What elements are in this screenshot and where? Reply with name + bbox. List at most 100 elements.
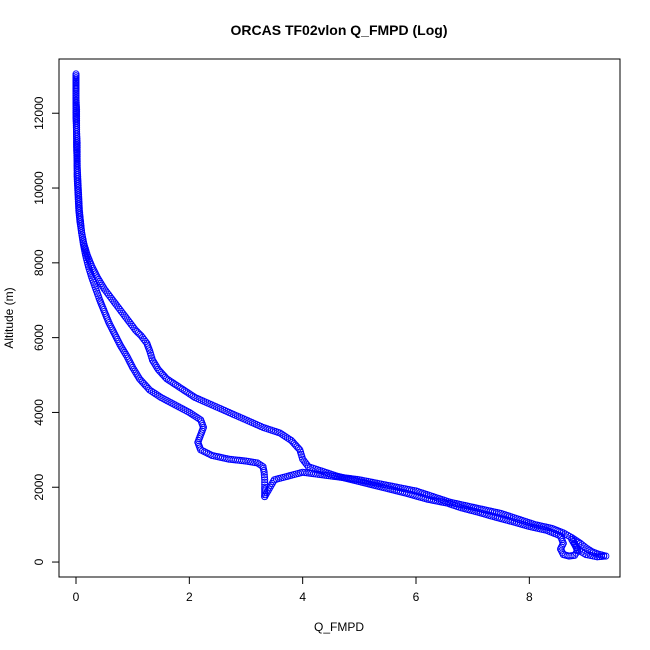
data-point	[122, 350, 130, 359]
data-point	[76, 215, 84, 223]
data-point	[155, 392, 163, 400]
data-point	[185, 408, 193, 416]
data-point	[120, 347, 128, 355]
data-point	[131, 367, 139, 375]
data-point	[72, 83, 80, 91]
data-point	[171, 381, 180, 389]
data-point	[300, 457, 308, 465]
data-point	[146, 386, 154, 394]
data-point	[261, 476, 269, 484]
data-point	[74, 188, 82, 197]
data-point	[168, 378, 176, 386]
data-point	[72, 81, 80, 89]
x-tick-label: 8	[526, 590, 533, 604]
data-point	[77, 222, 85, 230]
data-point	[262, 491, 270, 499]
y-tick-label: 8000	[32, 249, 46, 276]
data-point	[72, 72, 80, 80]
data-point	[173, 382, 181, 390]
data-point	[154, 365, 162, 373]
data-point	[148, 387, 156, 395]
data-point	[586, 546, 594, 554]
data-point	[284, 434, 292, 442]
y-tick-label: 6000	[32, 324, 46, 351]
data-point	[189, 411, 197, 419]
data-point	[150, 358, 158, 366]
data-point	[153, 364, 161, 372]
data-point	[177, 384, 185, 392]
y-axis-label: Altitude (m)	[2, 287, 16, 348]
y-tick-label: 12000	[32, 96, 46, 130]
data-point	[152, 362, 160, 370]
data-point	[151, 360, 159, 368]
data-point	[268, 479, 276, 488]
data-point	[116, 341, 124, 349]
data-point	[72, 79, 80, 87]
data-point	[182, 388, 190, 396]
x-tick-label: 2	[186, 590, 193, 604]
data-point	[569, 537, 577, 546]
data-point	[191, 393, 199, 402]
data-point	[191, 412, 199, 420]
data-point	[121, 349, 129, 357]
data-point	[74, 184, 82, 192]
data-point	[166, 377, 174, 385]
data-point	[260, 468, 268, 476]
data-point	[285, 435, 293, 443]
data-point	[74, 200, 83, 208]
data-point	[98, 281, 106, 289]
y-tick-label: 10000	[32, 171, 46, 205]
data-point	[132, 369, 140, 377]
data-point	[75, 213, 84, 221]
data-point	[180, 386, 188, 395]
data-point	[280, 431, 288, 440]
data-point	[102, 287, 110, 295]
data-point	[96, 277, 104, 286]
data-point	[240, 457, 248, 465]
data-point	[149, 388, 157, 397]
data-point	[193, 413, 201, 421]
data-point	[78, 229, 86, 237]
data-point	[255, 460, 263, 468]
data-point	[117, 343, 125, 351]
data-point	[75, 206, 83, 215]
data-point	[261, 493, 269, 501]
data-point	[186, 390, 194, 398]
data-point	[74, 193, 82, 201]
data-point	[187, 391, 196, 399]
data-points	[72, 70, 610, 561]
data-point	[74, 182, 82, 190]
data-point	[267, 481, 275, 489]
data-point	[287, 436, 295, 445]
data-point	[151, 390, 159, 398]
data-point	[74, 186, 82, 194]
data-point	[263, 489, 271, 497]
data-point	[189, 392, 197, 400]
data-point	[75, 209, 83, 217]
data-point	[187, 410, 195, 418]
data-point	[153, 391, 161, 399]
data-point	[170, 379, 178, 388]
x-tick-label: 6	[413, 590, 420, 604]
data-point	[261, 487, 269, 495]
x-tick-label: 0	[73, 590, 80, 604]
y-tick-label: 4000	[32, 399, 46, 426]
data-point	[278, 430, 286, 438]
data-point	[75, 211, 83, 219]
data-point	[265, 485, 273, 493]
data-point	[595, 553, 604, 561]
y-tick-label: 0	[32, 558, 46, 565]
data-point	[264, 487, 272, 495]
data-point	[253, 459, 261, 467]
data-point	[72, 76, 80, 84]
data-point	[76, 218, 84, 226]
data-point	[130, 365, 138, 373]
data-point	[95, 276, 103, 284]
y-tick-label: 2000	[32, 474, 46, 501]
data-point	[73, 179, 82, 188]
data-point	[74, 195, 82, 203]
data-point	[184, 389, 192, 397]
data-point	[99, 283, 107, 291]
data-point	[261, 478, 269, 486]
